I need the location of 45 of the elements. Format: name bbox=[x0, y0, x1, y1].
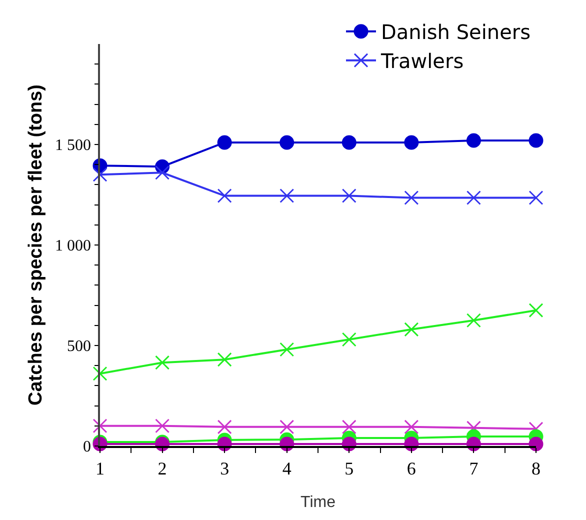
point bbox=[404, 322, 419, 337]
point bbox=[466, 190, 481, 206]
point bbox=[342, 188, 356, 204]
point bbox=[528, 436, 544, 452]
y-tick-label: 500 bbox=[67, 338, 92, 356]
y-axis-title: Catches per species per fleet (tons) bbox=[25, 84, 46, 406]
point bbox=[280, 342, 294, 357]
y-tick-label: 1 500 bbox=[55, 137, 92, 154]
point bbox=[404, 135, 419, 150]
x-tick-label: 4 bbox=[282, 458, 292, 479]
point bbox=[217, 420, 232, 434]
x-tick-label: 1 bbox=[96, 458, 104, 479]
point bbox=[528, 303, 544, 318]
point bbox=[155, 165, 170, 180]
x-tick-label: 2 bbox=[158, 458, 167, 479]
y-tick-label: 0 bbox=[83, 438, 92, 456]
point bbox=[155, 355, 170, 370]
x-tick-label: 7 bbox=[469, 458, 478, 479]
point bbox=[342, 135, 356, 150]
point bbox=[528, 190, 544, 206]
point bbox=[217, 352, 232, 367]
point bbox=[404, 420, 419, 434]
point bbox=[342, 420, 356, 434]
point bbox=[92, 167, 108, 182]
point bbox=[92, 418, 108, 434]
point bbox=[342, 332, 356, 347]
point bbox=[217, 188, 232, 204]
x-tick-label: 5 bbox=[344, 458, 354, 479]
legend-label: Danish Seiners bbox=[381, 20, 531, 44]
point bbox=[466, 313, 481, 328]
x-tick-label: 3 bbox=[220, 458, 230, 479]
x-tick-label: 8 bbox=[532, 458, 540, 479]
legend-label: Trawlers bbox=[380, 49, 464, 74]
point bbox=[217, 135, 232, 150]
point bbox=[528, 133, 544, 148]
y-tick-label: 1 000 bbox=[55, 238, 92, 255]
point bbox=[280, 135, 294, 150]
point bbox=[404, 190, 419, 206]
x-tick-label: 6 bbox=[406, 458, 416, 479]
point bbox=[280, 188, 294, 204]
point bbox=[466, 133, 481, 148]
x-axis-title: Time bbox=[300, 494, 336, 511]
point bbox=[280, 420, 294, 434]
point bbox=[155, 418, 170, 434]
point bbox=[92, 366, 108, 381]
